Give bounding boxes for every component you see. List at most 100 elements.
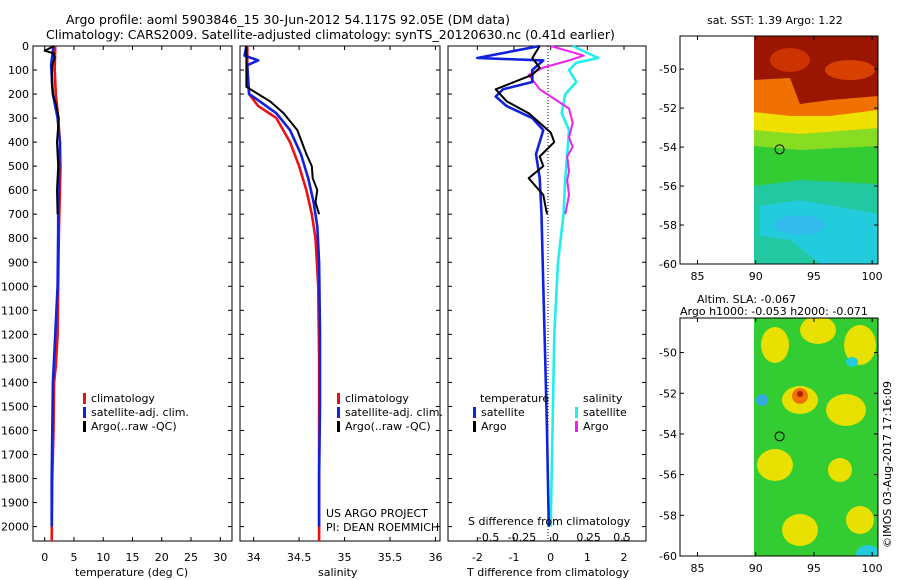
s-difference-xlabel: S difference from climatology (468, 515, 631, 528)
temperature-axes-frame (32, 45, 233, 542)
temperature-axis-ticks: 0100200300400500600700800900100011001200… (1, 40, 232, 564)
map-y-tick-label: -54 (659, 141, 677, 154)
x-tick-label: 10 (96, 551, 110, 564)
sla-patch (826, 394, 866, 426)
y-tick-label: 1800 (1, 473, 29, 486)
temperature-xlabel: temperature (deg C) (75, 566, 188, 579)
sla-heatmap (754, 318, 878, 556)
sst-heatmap (754, 36, 878, 264)
series-line-s-satellite (549, 44, 600, 527)
legend-swatch-argo (337, 421, 340, 432)
project-annotation-line1: US ARGO PROJECT (326, 507, 428, 520)
y-tick-label: 1400 (1, 376, 29, 389)
sst-patch (770, 48, 810, 72)
map-y-tick-label: -50 (659, 347, 677, 360)
sst-band-orange (754, 78, 878, 118)
y-tick-label: 2000 (1, 521, 29, 534)
sst-map-ticks: 85 90 95 100 -50 -52 -54 -56 -58 -60 (659, 36, 883, 283)
map-y-tick-label: -54 (659, 428, 677, 441)
difference-series (475, 44, 600, 527)
series-line-argo (245, 46, 321, 215)
y-tick-label: 1700 (1, 448, 29, 461)
sla-patch (797, 391, 803, 397)
sla-patch (846, 506, 874, 534)
y-tick-label: 400 (8, 136, 29, 149)
y-tick-label: 800 (8, 232, 29, 245)
sla-patch (844, 325, 876, 365)
legend-label-t-satellite: satellite (481, 406, 525, 419)
sla-map-frame (679, 317, 879, 557)
legend-title-salinity: salinity (583, 392, 623, 405)
legend-label-s-argo: Argo (583, 420, 609, 433)
sst-map-title: sat. SST: 1.39 Argo: 1.22 (707, 14, 843, 27)
series-line-t-satellite (475, 44, 551, 527)
sla-argo-marker (774, 431, 785, 442)
map-x-tick-label: 100 (862, 270, 883, 283)
sla-patch (757, 449, 793, 481)
legend-label-s-satellite: satellite (583, 406, 627, 419)
y-tick-label: 200 (8, 88, 29, 101)
x-tick-label: 20 (155, 551, 169, 564)
salinity-axis-ticks: 34 34.5 35 35.5 36 (240, 45, 442, 564)
legend-swatch-satellite (337, 407, 340, 418)
map-x-tick-label: 95 (807, 562, 821, 575)
x-tick-label: -2 (472, 551, 483, 564)
legend-label-t-argo: Argo (481, 420, 507, 433)
map-x-tick-label: 85 (690, 562, 704, 575)
map-y-tick-label: -58 (659, 219, 677, 232)
series-line-satellite (243, 45, 322, 527)
y-tick-label: 600 (8, 184, 29, 197)
x-tick-label: 35 (338, 551, 352, 564)
y-tick-label: 500 (8, 160, 29, 173)
legend-title-temperature: temperature (480, 392, 549, 405)
sla-patch (756, 394, 768, 406)
map-y-tick-label: -52 (659, 387, 677, 400)
map-y-tick-label: -52 (659, 102, 677, 115)
y-tick-label: 1600 (1, 424, 29, 437)
sst-argo-marker (774, 144, 785, 155)
map-y-tick-label: -60 (659, 550, 677, 563)
map-y-tick-label: -60 (659, 258, 677, 271)
x-tick-label: 34 (247, 551, 261, 564)
legend-swatch-t-satellite (473, 407, 476, 418)
sst-band-lightgreen (754, 128, 878, 150)
sst-map-frame (679, 35, 879, 265)
y-tick-label: 1300 (1, 352, 29, 365)
difference-axis-ticks: -2 -1 0 1 2 -0.5 -0.25 0 0.25 0.5 (448, 45, 646, 564)
salinity-xlabel: salinity (318, 566, 358, 579)
sst-band-yellow (754, 110, 878, 136)
sla-patch (846, 357, 858, 367)
x-tick-label: 5 (70, 551, 77, 564)
temperature-legend: climatology satellite-adj. clim. Argo(..… (83, 392, 189, 433)
series-line-s-argo (527, 45, 585, 215)
legend-label-argo: Argo(..raw -QC) (345, 420, 431, 433)
x-tick-label: -1 (509, 551, 520, 564)
difference-axes-frame (447, 45, 647, 542)
sla-patch (800, 318, 836, 344)
x-tick-label: 2 (621, 551, 628, 564)
chart-title-line2: Climatology: CARS2009. Satellite-adjuste… (46, 27, 615, 42)
map-x-tick-label: 100 (862, 562, 883, 575)
x-tick-label: 30 (213, 551, 227, 564)
legend-swatch-climatology (83, 393, 86, 404)
sla-patch (828, 458, 852, 482)
difference-legend: temperature salinity satellite Argo sate… (473, 392, 627, 433)
legend-label-climatology: climatology (345, 392, 409, 405)
map-y-tick-label: -56 (659, 469, 677, 482)
difference-xlabel: T difference from climatology (466, 566, 629, 579)
y-tick-label: 300 (8, 112, 29, 125)
legend-swatch-s-argo (575, 421, 578, 432)
project-annotation-line2: PI: DEAN ROEMMICH (326, 521, 439, 534)
sla-map-title-line2: Argo h1000: -0.053 h2000: -0.071 (680, 305, 868, 318)
map-x-tick-label: 95 (807, 270, 821, 283)
y-tick-label: 100 (8, 64, 29, 77)
y-tick-label: 1200 (1, 328, 29, 341)
series-line-argo (43, 45, 60, 215)
map-y-tick-label: -58 (659, 509, 677, 522)
y-tick-label: 1900 (1, 497, 29, 510)
salinity-axes-frame (239, 45, 441, 542)
s-tick-label: -0.5 (478, 531, 499, 544)
chart-title-line1: Argo profile: aoml 5903846_15 30-Jun-201… (66, 12, 510, 27)
x-tick-label: 1 (584, 551, 591, 564)
